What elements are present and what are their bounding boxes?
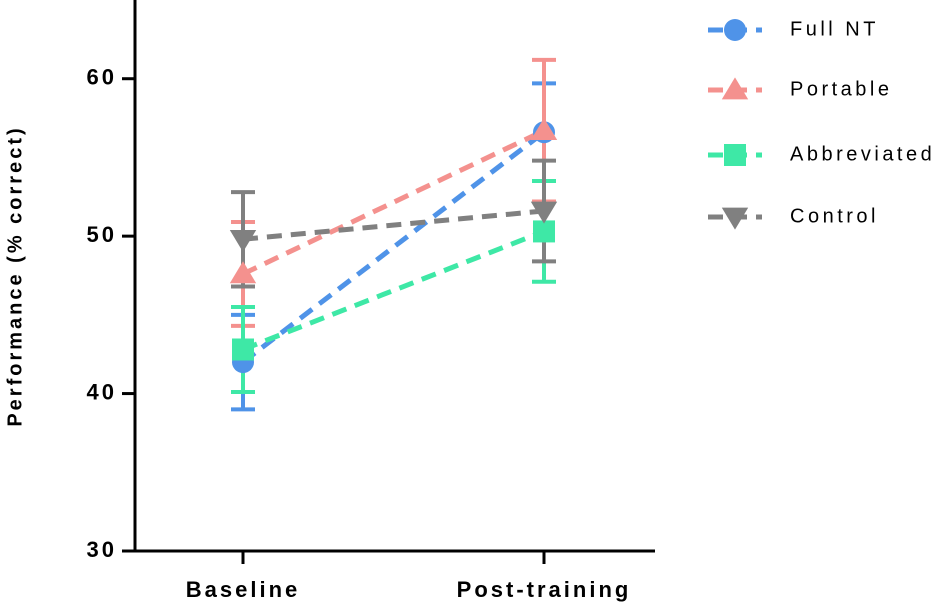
x-tick-label: Post-training <box>457 577 632 602</box>
legend-marker <box>721 207 749 230</box>
legend-label: Portable <box>790 78 893 100</box>
series-line <box>241 130 546 365</box>
y-tick-label: 50 <box>87 222 117 247</box>
series-line <box>241 128 546 277</box>
legend-label: Abbreviated <box>790 143 935 165</box>
marker <box>530 201 558 224</box>
marker <box>533 220 555 243</box>
y-tick-label: 40 <box>87 379 117 404</box>
legend-label: Control <box>790 205 879 227</box>
y-axis-label: Performance (% correct) <box>4 125 26 426</box>
legend-marker <box>721 77 749 100</box>
legend-label: Full NT <box>790 18 879 40</box>
marker <box>229 261 257 284</box>
marker <box>229 229 257 252</box>
marker <box>530 118 558 141</box>
y-tick-label: 30 <box>87 537 117 562</box>
series-line <box>242 208 545 242</box>
series-line <box>242 229 545 352</box>
legend-marker <box>724 144 746 166</box>
legend-marker <box>724 19 746 41</box>
x-tick-label: Baseline <box>186 577 301 602</box>
y-tick-label: 60 <box>87 65 117 90</box>
marker <box>232 338 254 361</box>
